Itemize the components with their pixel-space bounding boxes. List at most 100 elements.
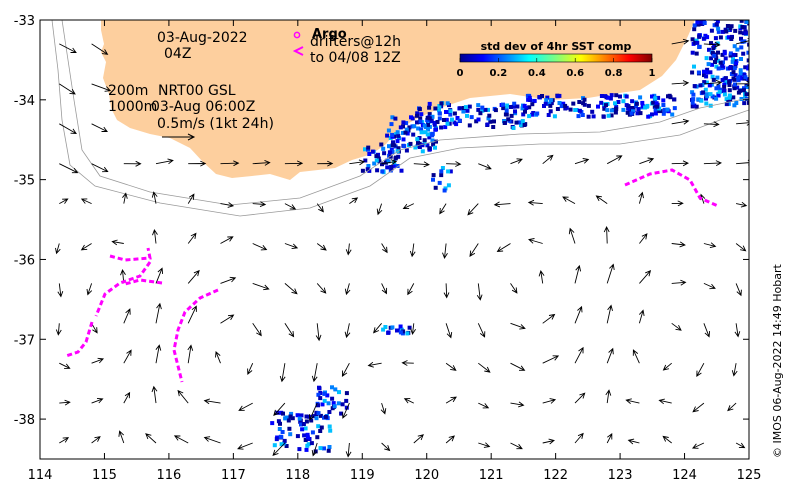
sst-pixel (465, 108, 470, 113)
sst-pixel (433, 127, 438, 132)
current-arrow (538, 270, 545, 284)
sst-pixel (305, 443, 310, 448)
sst-pixel (326, 401, 331, 406)
colorbar (459, 53, 653, 63)
sst-pixel (508, 105, 513, 109)
sst-pixel (640, 104, 645, 109)
sst-pixel (698, 83, 703, 88)
sst-pixel (731, 70, 736, 75)
current-arrow (284, 160, 304, 167)
sst-pixel (392, 143, 397, 148)
current-arrow (703, 79, 723, 86)
sst-pixel (727, 93, 732, 98)
sst-pixel (420, 143, 425, 148)
sst-pixel (437, 104, 442, 108)
current-arrow (510, 158, 523, 165)
sst-pixel (391, 140, 395, 145)
current-arrow (445, 362, 457, 371)
y-tick-label: -36 (14, 253, 35, 268)
sst-pixel (591, 114, 596, 119)
sst-pixel (467, 123, 472, 128)
sst-pixel (344, 398, 349, 403)
sst-pixel (316, 392, 321, 397)
sst-pixel (465, 113, 469, 118)
sst-pixel (739, 97, 744, 101)
sst-pixel (461, 109, 466, 114)
sst-pixel (738, 68, 743, 73)
sst-pixel (427, 105, 432, 110)
sst-pixel (738, 30, 743, 35)
current-arrow (345, 243, 352, 256)
current-arrow (574, 264, 582, 284)
sst-pixel (552, 114, 557, 119)
sst-pixel (718, 35, 723, 40)
sst-pixel (501, 102, 505, 107)
sst-pixel (715, 75, 720, 80)
current-arrow (574, 158, 590, 165)
sst-pixel (704, 96, 708, 101)
sst-pixel (727, 88, 732, 93)
current-arrow (478, 362, 491, 373)
sst-pixel (419, 112, 424, 117)
sst-pixel (722, 51, 727, 56)
sst-pixel (439, 101, 444, 106)
sst-pixel (701, 36, 706, 41)
current-arrow (574, 392, 586, 404)
drifter-track (624, 168, 719, 208)
current-arrow (55, 323, 62, 336)
sst-pixel (650, 112, 654, 117)
depth-200-label: 200m (108, 83, 148, 99)
sst-pixel (289, 411, 294, 416)
sst-pixel (316, 411, 321, 416)
current-arrow (696, 362, 705, 377)
sst-pixel (426, 127, 430, 132)
current-arrow (736, 159, 749, 166)
x-tick-label: 125 (737, 468, 762, 483)
current-arrow (59, 123, 77, 134)
sst-pixel (417, 107, 422, 112)
sst-pixel (576, 114, 581, 119)
sst-pixel (396, 154, 401, 159)
sst-pixel (415, 120, 419, 125)
sst-pixel (431, 142, 436, 147)
sst-pixel (318, 429, 323, 433)
sst-pixel (722, 88, 727, 93)
current-arrow (703, 323, 711, 338)
sst-pixel (430, 114, 435, 119)
sst-pixel (313, 449, 318, 454)
sst-pixel (395, 164, 400, 168)
current-arrow (446, 161, 462, 167)
current-arrow (273, 402, 286, 417)
sst-pixel (718, 60, 723, 65)
sst-pixel (332, 404, 337, 409)
y-axis: -33 -34 -35 -36 -37 -38 (14, 14, 749, 428)
sst-pixel (614, 93, 619, 98)
sst-pixel (433, 106, 438, 111)
current-arrow (284, 323, 295, 338)
sst-pixel (710, 94, 715, 99)
sst-pixel (711, 77, 716, 82)
sst-pixel (315, 435, 320, 440)
sst-pixel (655, 104, 660, 109)
x-tick-label: 122 (543, 468, 568, 483)
sst-pixel (706, 62, 711, 67)
current-arrow (409, 243, 416, 258)
sst-pixel (395, 139, 400, 144)
sst-pixel (719, 15, 723, 19)
sst-pixel (408, 141, 413, 146)
sst-pixel (548, 98, 553, 103)
current-arrow (735, 38, 749, 45)
sst-pixel (571, 101, 576, 106)
current-arrow (284, 203, 297, 210)
sst-pixel (337, 390, 341, 395)
sst-pixel (394, 155, 398, 160)
sst-pixel (727, 66, 732, 71)
sst-pixel (630, 99, 635, 104)
sst-pixel (425, 118, 430, 123)
current-arrow (542, 313, 556, 324)
sst-pixel (690, 50, 695, 55)
sst-pixel (739, 20, 744, 23)
sst-pixel (709, 28, 714, 33)
current-arrow (59, 362, 71, 369)
sst-pixel (672, 97, 677, 102)
